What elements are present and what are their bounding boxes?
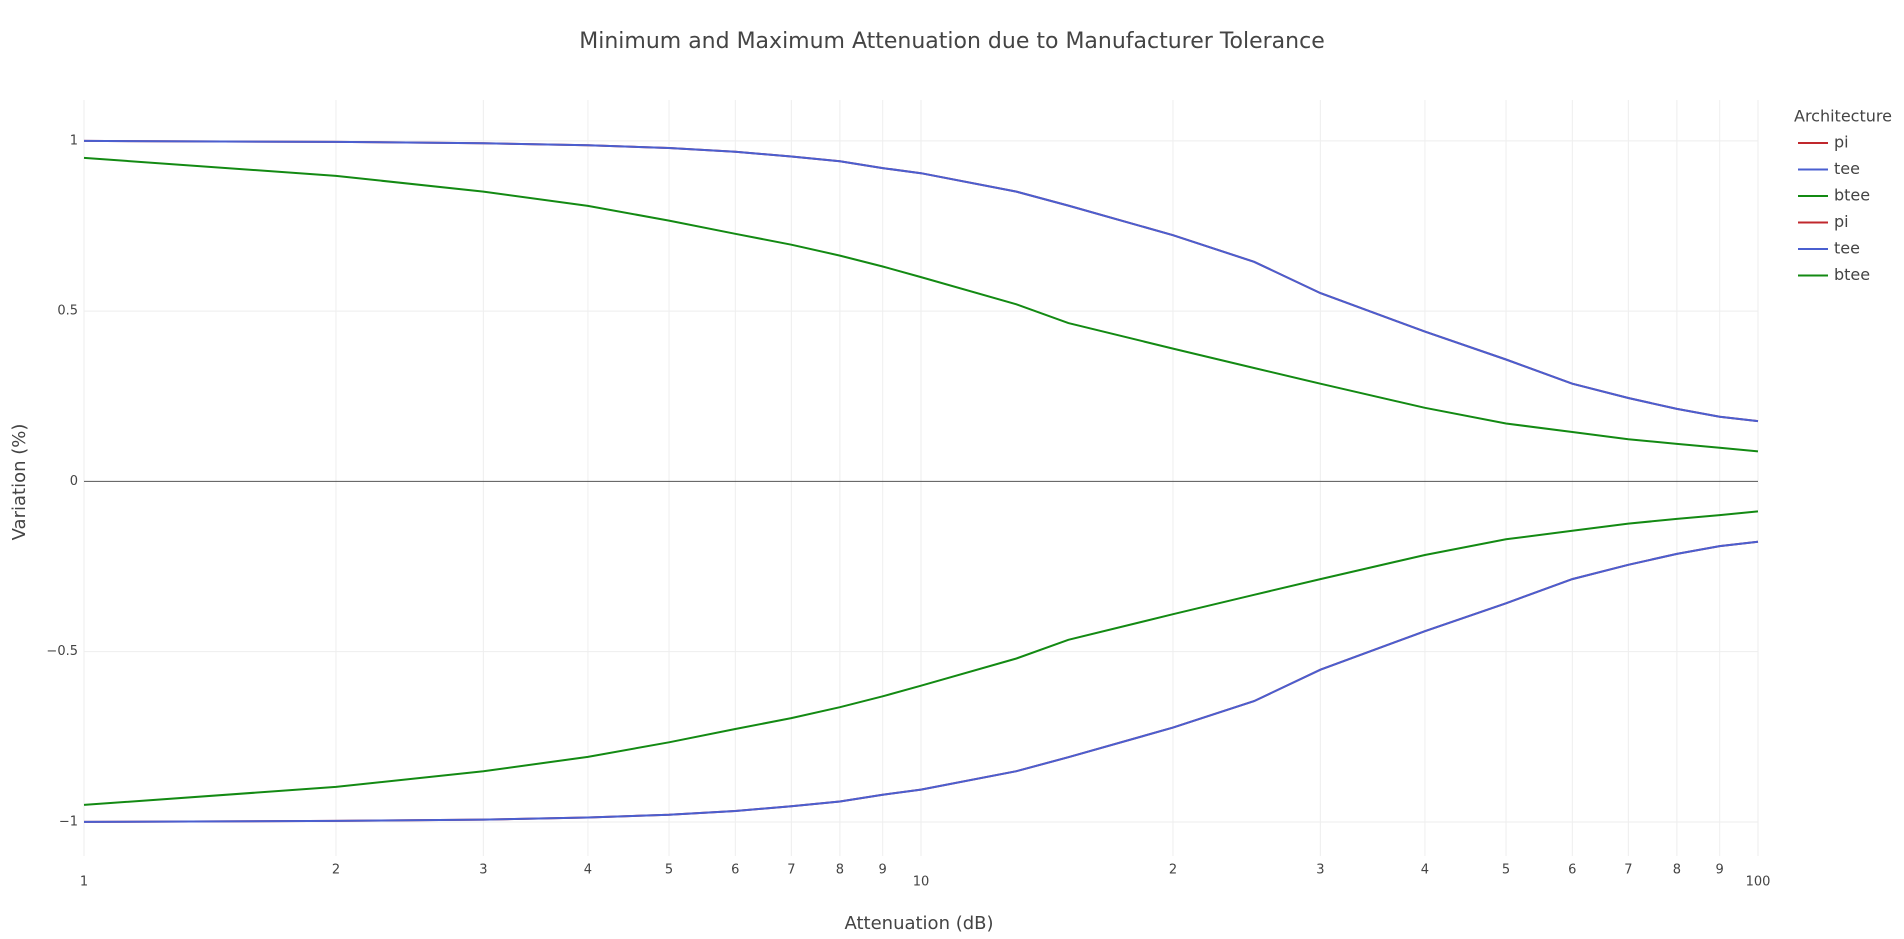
series-line xyxy=(83,156,1759,453)
x-tick-label: 5 xyxy=(665,863,673,878)
x-tick-label: 10 xyxy=(913,875,930,890)
x-tick-label: 8 xyxy=(836,863,844,878)
x-tick-label: 5 xyxy=(1502,863,1510,878)
legend-label: btee xyxy=(1834,186,1870,205)
x-tick-label: 8 xyxy=(1673,863,1681,878)
x-tick-label: 7 xyxy=(787,863,795,878)
x-tick-label: 4 xyxy=(584,863,592,878)
x-tick-label: 9 xyxy=(879,863,887,878)
x-tick-label: 4 xyxy=(1421,863,1429,878)
series-line xyxy=(83,139,1759,423)
x-tick-label: 3 xyxy=(479,863,487,878)
legend-label: btee xyxy=(1834,265,1870,284)
x-tick-label: 100 xyxy=(1746,875,1771,890)
x-tick-label: 1 xyxy=(80,875,88,890)
x-tick-label: 2 xyxy=(1169,863,1177,878)
y-tick-label: 0 xyxy=(70,474,78,489)
x-tick-label: 2 xyxy=(332,863,340,878)
y-axis-title: Variation (%) xyxy=(9,424,30,541)
legend-label: pi xyxy=(1834,133,1849,152)
x-axis-title: Attenuation (dB) xyxy=(844,913,993,934)
y-tick-label: −1 xyxy=(59,814,78,829)
y-tick-label: 1 xyxy=(70,133,78,148)
series-line xyxy=(83,540,1759,823)
x-tick-label: 9 xyxy=(1716,863,1724,878)
x-tick-label: 6 xyxy=(1568,863,1576,878)
legend-label: tee xyxy=(1834,159,1860,178)
y-tick-label: 0.5 xyxy=(57,304,78,319)
x-tick-label: 6 xyxy=(731,863,739,878)
legend-title: Architecture xyxy=(1794,107,1892,126)
y-tick-label: −0.5 xyxy=(46,644,78,659)
chart-title: Minimum and Maximum Attenuation due to M… xyxy=(579,29,1324,54)
legend-label: pi xyxy=(1834,212,1849,231)
legend-label: tee xyxy=(1834,239,1860,258)
x-tick-label: 7 xyxy=(1624,863,1632,878)
series-line xyxy=(83,510,1759,806)
x-tick-label: 3 xyxy=(1316,863,1324,878)
